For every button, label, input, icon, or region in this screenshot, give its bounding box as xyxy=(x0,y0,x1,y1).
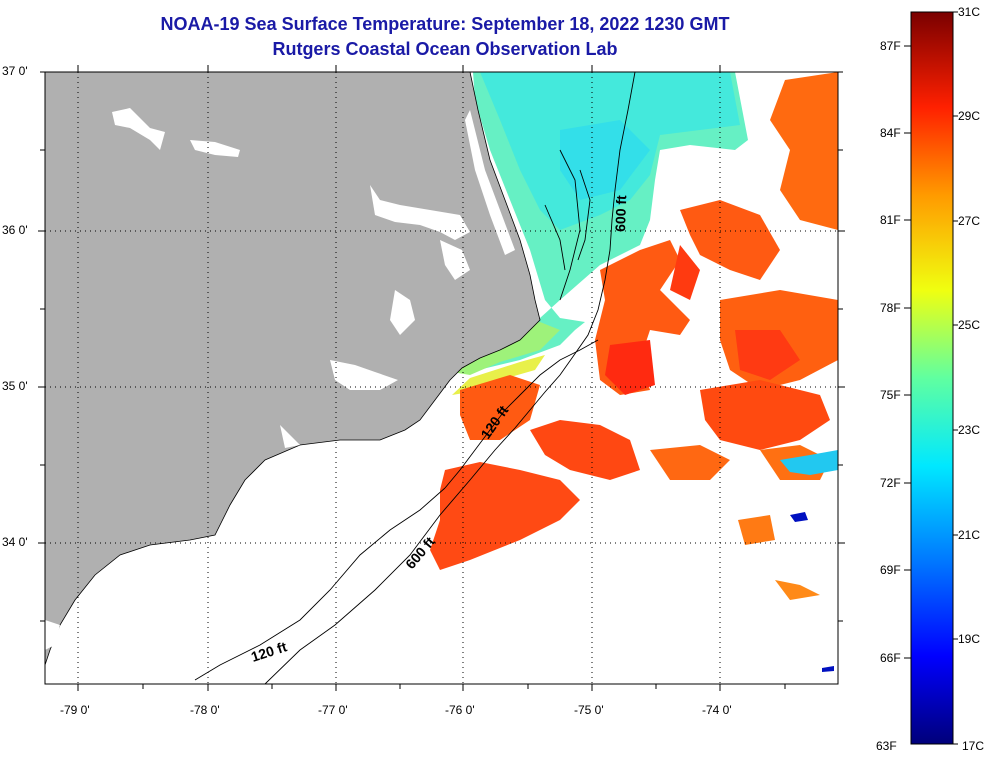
lon-label-74: -74 0' xyxy=(702,703,732,717)
lat-label-37: 37 0' xyxy=(2,64,28,78)
contour-600ft-south xyxy=(264,427,516,684)
cb-c-23: 23C xyxy=(958,423,981,437)
cb-c-25: 25C xyxy=(958,318,981,332)
map-title: NOAA-19 Sea Surface Temperature: Septemb… xyxy=(160,14,730,34)
cb-f-69: 69F xyxy=(880,563,901,577)
cb-c-29: 29C xyxy=(958,109,981,123)
contour-120ft-south xyxy=(194,487,446,681)
cb-c-17: 17C xyxy=(962,739,985,753)
cb-c-21: 21C xyxy=(958,528,981,542)
contour-600ft-north xyxy=(514,72,636,429)
cb-f-81: 81F xyxy=(880,213,901,227)
cb-f-66: 66F xyxy=(880,651,901,665)
cb-f-72: 72F xyxy=(880,476,901,490)
lat-label-34: 34 0' xyxy=(2,535,28,549)
cb-c-27: 27C xyxy=(958,214,981,228)
cb-f-63: 63F xyxy=(876,739,897,753)
warm-water-patches xyxy=(430,72,838,600)
cb-f-75: 75F xyxy=(880,388,901,402)
cb-c-31: 31C xyxy=(958,5,981,19)
contour-120ft-north xyxy=(444,339,599,489)
tick-marks xyxy=(38,65,845,691)
lon-label-78: -78 0' xyxy=(190,703,220,717)
cb-c-19: 19C xyxy=(958,632,981,646)
lon-label-75: -75 0' xyxy=(574,703,604,717)
colorbar-ticks xyxy=(904,11,958,745)
lon-label-77: -77 0' xyxy=(318,703,348,717)
lon-label-76: -76 0' xyxy=(445,703,475,717)
lat-label-36: 36 0' xyxy=(2,223,28,237)
lat-label-35: 35 0' xyxy=(2,379,28,393)
contour-label-600-a: 600 ft xyxy=(612,195,629,232)
map-frame xyxy=(44,71,839,685)
grid-lines xyxy=(45,72,838,684)
map-subtitle: Rutgers Coastal Ocean Observation Lab xyxy=(272,39,618,59)
cb-f-87: 87F xyxy=(880,39,901,53)
cb-f-78: 78F xyxy=(880,301,901,315)
lon-label-79: -79 0' xyxy=(60,703,90,717)
colorbar xyxy=(910,11,954,745)
cb-f-84: 84F xyxy=(880,126,901,140)
